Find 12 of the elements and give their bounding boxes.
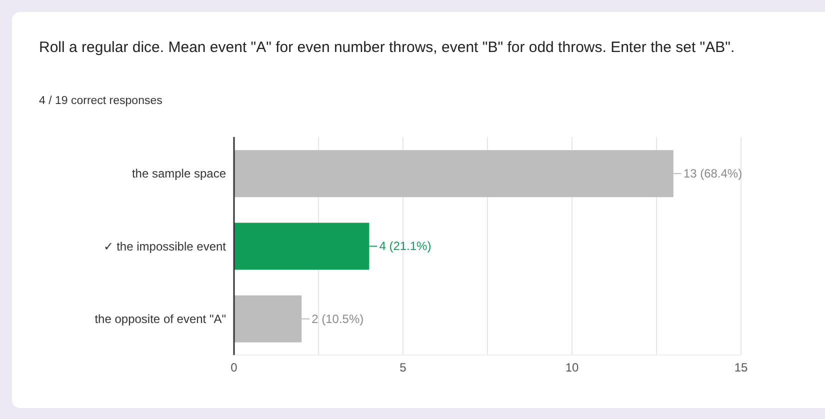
- chart-title: Roll a regular dice. Mean event "A" for even number throws, event "B" for odd throws. Enter the set "AB".: [39, 38, 736, 58]
- data-label: 4 (21.1%): [379, 239, 432, 254]
- data-label: 2 (10.5%): [312, 312, 364, 326]
- text: 4 / 19 correct responses: [39, 95, 162, 107]
- y-tick-label: the sample space: [132, 166, 226, 181]
- x-tick-label: 5: [400, 360, 407, 375]
- y-tick-label: ✓ the impossible event: [103, 239, 227, 254]
- data-label: 13 (68.4%): [683, 166, 742, 181]
- y-tick-label: the opposite of event "A": [94, 312, 226, 326]
- x-tick-label: 15: [734, 360, 748, 375]
- x-tick-label: 0: [230, 360, 238, 375]
- x-tick-label: 10: [565, 360, 579, 375]
